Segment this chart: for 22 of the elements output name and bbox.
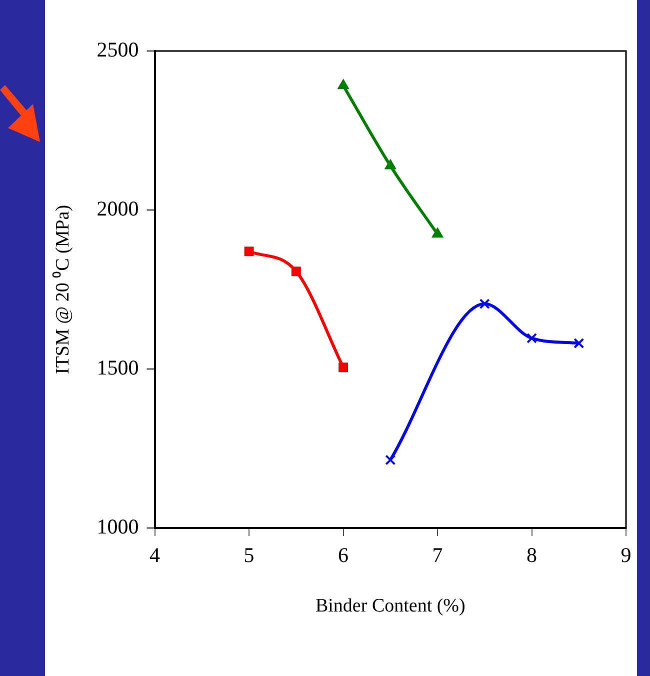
x-tick-label: 6 [338, 543, 349, 568]
x-axis-title: Binder Content (%) [315, 596, 466, 617]
y-tick-label: 1500 [96, 356, 139, 380]
y-tick-label: 2500 [96, 38, 139, 62]
point [384, 159, 396, 170]
point [526, 332, 538, 344]
y-tick-label: 1000 [96, 514, 139, 539]
point [291, 266, 301, 276]
point [479, 298, 490, 310]
x-tick-label: 9 [620, 543, 632, 568]
point [574, 338, 584, 348]
point [385, 454, 396, 466]
y-axis-title: ITSM @ 20 ⁰C (MPa) [51, 204, 74, 374]
y-tick-label: 2000 [96, 196, 139, 221]
x-tick-label: 4 [150, 543, 161, 568]
x-tick-label: 8 [526, 543, 538, 568]
x-tick-label: 5 [244, 543, 254, 568]
point [244, 246, 254, 256]
x-tick-label: 7 [432, 543, 443, 568]
point [338, 362, 348, 372]
point [432, 228, 444, 238]
point [338, 79, 349, 90]
